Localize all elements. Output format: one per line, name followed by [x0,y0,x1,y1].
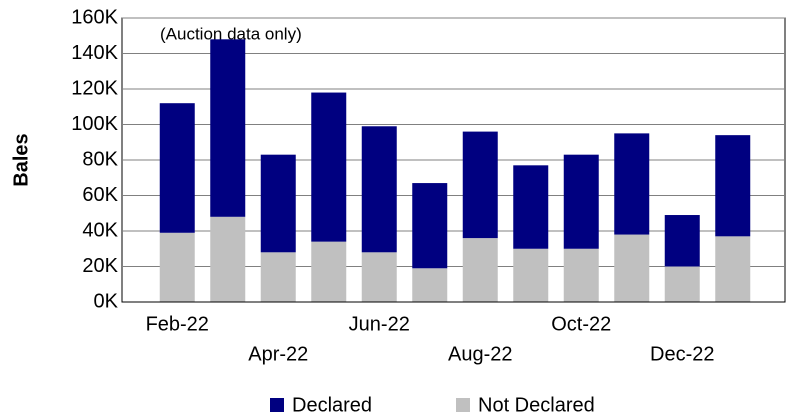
y-tick-label: 40K [82,219,118,241]
bar-segment [361,126,397,253]
bar-segment [715,135,751,237]
x-tick-label: Dec-22 [650,343,714,365]
bar-segment [260,154,296,253]
bar-segment [563,248,599,302]
bar-segment [159,232,195,302]
x-tick-label: Jun-22 [349,313,410,335]
bar-segment [311,241,347,302]
y-tick-label: 120K [71,77,118,99]
bar-segment [462,238,498,302]
legend-label: Declared [292,394,372,416]
bar-segment [715,236,751,302]
y-axis-label: Bales [10,133,32,186]
legend-swatch [456,398,470,412]
bar-segment [664,215,700,267]
y-tick-label: 100K [71,113,118,135]
bar-segment [412,183,448,269]
bar-segment [513,248,549,302]
bar-segment [462,131,498,239]
y-tick-label: 80K [82,148,118,170]
bar-segment [664,266,700,302]
bar-segment [614,133,650,235]
annotation: (Auction data only) [160,24,302,43]
bar-segment [159,103,195,233]
y-tick-label: 20K [82,255,118,277]
x-tick-label: Oct-22 [551,313,611,335]
y-tick-label: 60K [82,184,118,206]
legend-swatch [270,398,284,412]
bar-segment [260,252,296,302]
bar-segment [210,39,246,217]
bar-segment [311,92,347,242]
x-tick-label: Feb-22 [146,313,209,335]
bar-segment [614,234,650,302]
y-tick-label: 140K [71,42,118,64]
bar-segment [412,268,448,302]
bar-segment [563,154,599,249]
bar-segment [210,216,246,302]
y-tick-label: 0K [94,290,119,312]
bar-segment [513,165,549,249]
y-tick-label: 160K [71,6,118,28]
x-tick-label: Apr-22 [248,343,308,365]
x-tick-label: Aug-22 [448,343,513,365]
bar-segment [361,252,397,302]
legend-label: Not Declared [478,394,595,416]
